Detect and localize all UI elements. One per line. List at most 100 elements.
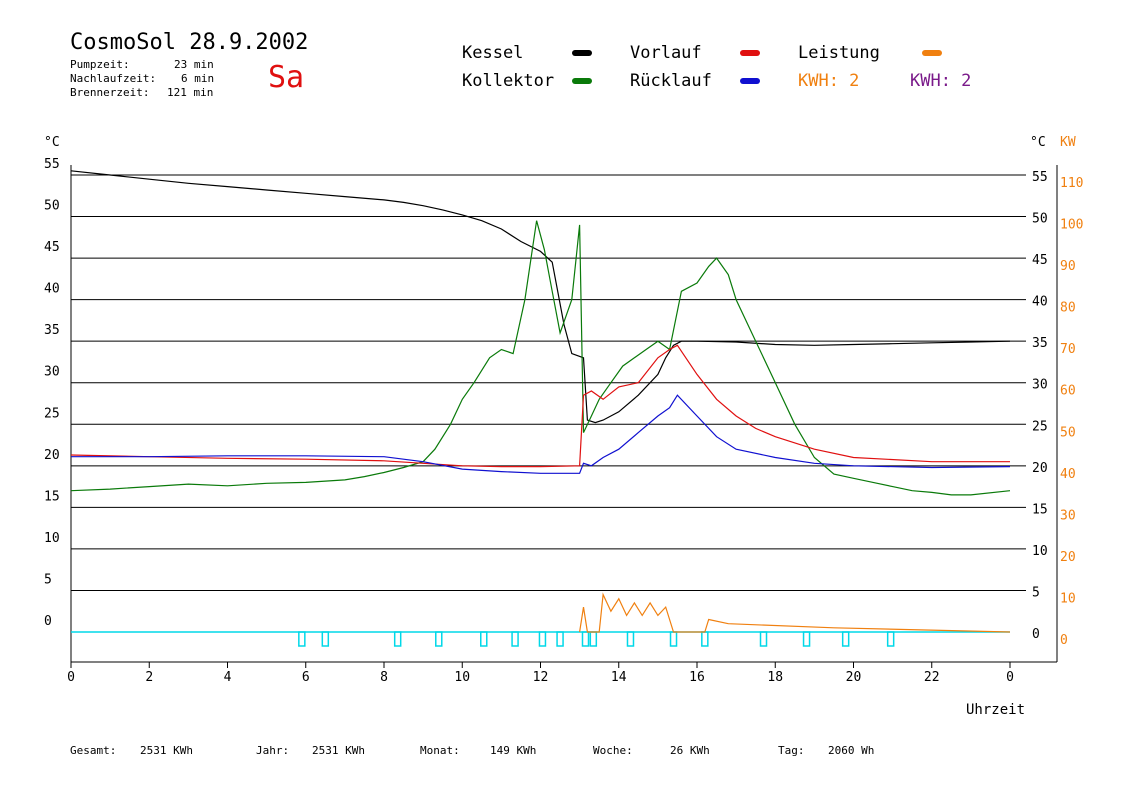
series-line-kessel (70, 170, 1011, 424)
y-tick-label-right: 35 (1032, 336, 1048, 351)
pump-event-marker (321, 631, 330, 647)
x-tick-label: 2 (145, 670, 153, 685)
kw-tick-label: 80 (1060, 301, 1076, 316)
pump-event-marker (393, 631, 402, 647)
legend-kollektor-label: Kollektor (462, 71, 555, 91)
kw-tick-label: 10 (1060, 591, 1076, 606)
y-tick-label-right: 25 (1032, 419, 1048, 434)
nachlaufzeit-label: Nachlaufzeit: (70, 72, 157, 85)
y-tick-label-left: 40 (44, 282, 60, 297)
footer-jahr-label: Jahr: (256, 744, 290, 757)
footer-gesamt-value: 2531 KWh (140, 744, 193, 757)
pump-event-marker (480, 631, 488, 647)
footer-tag-label: Tag: (778, 744, 805, 757)
y-tick-label-left: 10 (44, 531, 60, 546)
y-tick-label-right: 15 (1032, 502, 1048, 517)
legend-vorlauf-label: Vorlauf (630, 43, 702, 63)
legend-vorlauf-swatch (740, 50, 760, 56)
x-tick-label: 8 (380, 670, 388, 685)
kw-tick-label: 0 (1060, 633, 1068, 648)
legend-kessel-swatch (572, 50, 592, 56)
weekday-label: Sa (268, 60, 305, 95)
y-tick-label-right: 40 (1032, 295, 1048, 310)
series-line-leistung (579, 592, 1011, 633)
pump-event-marker (298, 631, 306, 647)
pump-event-marker (759, 631, 768, 647)
axes: 0055101015152020252530303535404045455050… (44, 157, 1083, 685)
x-tick-label: 0 (67, 670, 75, 685)
y-tick-label-left: 45 (44, 240, 60, 255)
footer-monat-value: 149 KWh (490, 744, 537, 757)
y-tick-label-right: 45 (1032, 253, 1048, 268)
pump-event-marker (435, 631, 443, 647)
pump-event-marker (581, 631, 590, 647)
nachlaufzeit-value: 6 min (181, 72, 215, 85)
x-tick-label: 16 (689, 670, 705, 685)
kw-tick-label: 20 (1060, 550, 1076, 565)
pump-event-marker (511, 631, 519, 647)
y-tick-label-right: 55 (1032, 170, 1048, 185)
pump-event-marker (538, 631, 547, 647)
kw-tick-label: 70 (1060, 342, 1076, 357)
x-tick-label: 10 (454, 670, 470, 685)
y-tick-label-left: 50 (44, 199, 60, 214)
y-tick-label-left: 5 (44, 572, 52, 587)
kw-tick-label: 100 (1060, 218, 1083, 233)
pump-event-marker (886, 631, 895, 647)
series-line-rücklauf (71, 394, 1011, 474)
pumpzeit-label: Pumpzeit: (70, 58, 130, 71)
y-tick-label-right: 20 (1032, 461, 1048, 476)
kw-tick-label: 40 (1060, 467, 1076, 482)
legend-ruecklauf-label: Rücklauf (630, 71, 712, 91)
brennerzeit-label: Brennerzeit: (70, 86, 150, 99)
footer-woche-value: 26 KWh (670, 744, 710, 757)
y-tick-label-left: 25 (44, 406, 60, 421)
x-axis-label: Uhrzeit (966, 702, 1025, 718)
pump-event-marker (589, 631, 598, 647)
footer-monat-label: Monat: (420, 744, 460, 757)
y-tick-label-right: 30 (1032, 378, 1048, 393)
kw-tick-label: 90 (1060, 259, 1076, 274)
y-tick-label-right: 50 (1032, 212, 1048, 227)
legend-leistung-swatch (922, 50, 942, 56)
x-tick-label: 12 (533, 670, 549, 685)
y-tick-label-left: 0 (44, 614, 52, 629)
kw-tick-label: 50 (1060, 425, 1076, 440)
kw-tick-label: 30 (1060, 508, 1076, 523)
legend-ruecklauf-swatch (740, 78, 760, 84)
y-axis-label-right: °C (1030, 135, 1046, 150)
legend-kwh-purple: KWH: 2 (910, 71, 972, 91)
footer-woche-label: Woche: (593, 744, 633, 757)
series-lines (70, 170, 1011, 633)
series-line-vorlauf (70, 344, 1010, 468)
footer-jahr-value: 2531 KWh (312, 744, 365, 757)
y-axis-label-left: °C (44, 135, 60, 150)
footer-gesamt-label: Gesamt: (70, 744, 117, 757)
x-tick-label: 4 (224, 670, 232, 685)
y-tick-label-right: 0 (1032, 627, 1040, 642)
pump-event-marker (701, 631, 709, 647)
pump-event-marker (802, 631, 811, 647)
grid-lines (71, 174, 1026, 591)
pump-events (71, 631, 1010, 647)
kw-axis-label: KW (1060, 135, 1076, 150)
x-tick-label: 22 (924, 670, 940, 685)
brennerzeit-value: 121 min (167, 86, 214, 99)
y-tick-label-left: 30 (44, 365, 60, 380)
y-tick-label-right: 5 (1032, 585, 1040, 600)
x-tick-label: 14 (611, 670, 627, 685)
legend-leistung-label: Leistung (798, 43, 880, 63)
footer-tag-value: 2060 Wh (828, 744, 875, 757)
y-tick-label-left: 55 (44, 157, 60, 172)
pump-event-marker (841, 631, 850, 647)
pump-event-marker (626, 631, 635, 647)
series-line-kollektor (70, 220, 1011, 496)
x-tick-label: 6 (302, 670, 310, 685)
y-tick-label-left: 20 (44, 448, 60, 463)
pump-event-marker (556, 631, 564, 647)
legend-kessel-label: Kessel (462, 43, 524, 63)
x-tick-label: 0 (1006, 670, 1014, 685)
pumpzeit-value: 23 min (174, 58, 214, 71)
legend-kollektor-swatch (572, 78, 592, 84)
